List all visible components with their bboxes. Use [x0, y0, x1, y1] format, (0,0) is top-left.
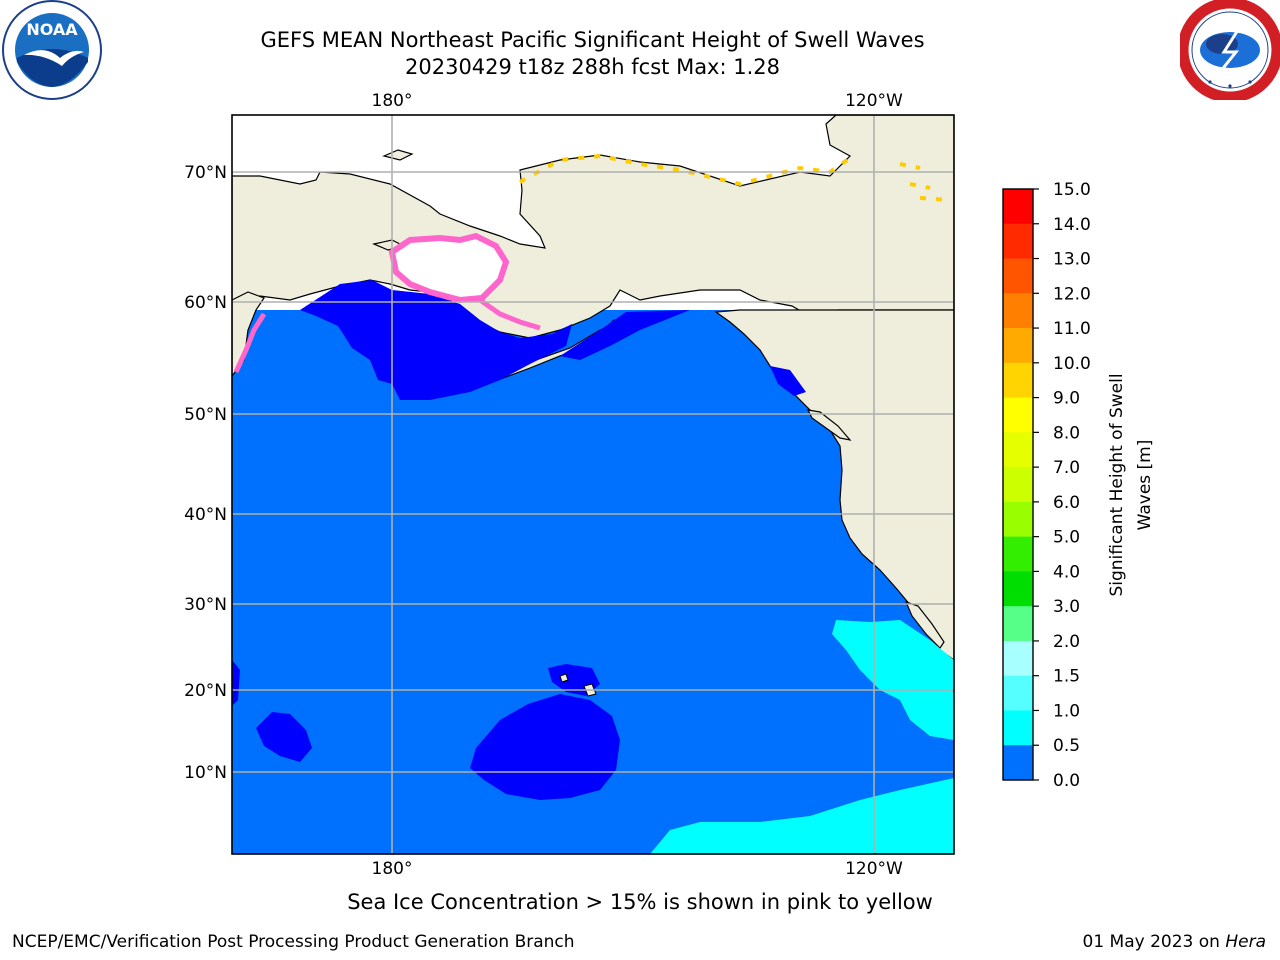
colorbar-band: [1003, 223, 1033, 260]
footer-host: Hera: [1225, 932, 1266, 952]
high-swell-east: [832, 620, 954, 740]
lat-label-30n: 30°N: [184, 595, 227, 615]
low-swell-gulf: [560, 310, 690, 360]
map-frame: [231, 114, 955, 855]
graticule: [232, 115, 954, 854]
lon-label-bottom-120w: 120°W: [845, 859, 903, 879]
footer-date: 01 May 2023 on Hera: [1083, 932, 1267, 952]
sea-ice-bristol: [478, 297, 541, 331]
colorbar-band: [1003, 293, 1033, 329]
low-swell-hawaii: [470, 694, 620, 800]
lon-label-top-120w: 120°W: [845, 91, 903, 111]
colorbar-tick-label: 0.0: [1053, 771, 1080, 791]
colorbar-label-line2: Waves [m]: [1135, 440, 1155, 531]
colorbar-band: [1003, 328, 1033, 364]
colorbar-tick-label: 13.0: [1053, 250, 1091, 270]
colorbar-band: [1003, 258, 1033, 294]
wrangel-island: [382, 149, 414, 161]
colorbar-band: [1003, 536, 1033, 572]
lat-label-70n: 70°N: [184, 163, 227, 183]
low-swell-west: [256, 712, 312, 762]
colorbar-tick-label: 3.0: [1053, 597, 1080, 617]
sea-ice-kamchatka: [233, 312, 267, 374]
colorbar: 15.0 14.0 13.0 12.0 11.0 10.0 9.0 8.0 7.0 6.0 5.0 4…: [1002, 180, 1091, 791]
nws-logo-icon: [1180, 0, 1280, 100]
colorbar-tick-label: 8.0: [1053, 423, 1080, 443]
colorbar-frame: [1002, 188, 1034, 781]
sea-ice-norton-sound: [388, 232, 510, 304]
low-swell-west-edge: [232, 660, 240, 706]
lat-label-20n: 20°N: [184, 681, 227, 701]
colorbar-band: [1003, 640, 1033, 677]
colorbar-band: [1003, 501, 1033, 538]
baja-california: [904, 601, 945, 649]
colorbar-tick-label: 6.0: [1053, 493, 1080, 513]
colorbar-band: [1003, 362, 1033, 399]
colorbar-tick-label: 1.5: [1053, 667, 1080, 687]
colorbar-tick-label: 0.5: [1053, 736, 1080, 756]
footer-date-text: 01 May 2023 on: [1082, 932, 1226, 952]
colorbar-band: [1003, 189, 1033, 225]
colorbar-band: [1003, 397, 1033, 433]
colorbar-tick-label: 10.0: [1053, 354, 1091, 374]
colorbar-tick-label: 5.0: [1053, 528, 1080, 548]
low-swell-bering: [300, 280, 572, 400]
lat-label-50n: 50°N: [184, 405, 227, 425]
noaa-logo-icon: NOAA: [2, 0, 102, 100]
low-swell-coast: [770, 366, 806, 396]
colorbar-band: [1003, 432, 1033, 468]
lon-label-top-180: 180°: [372, 91, 413, 111]
noaa-logo-text: NOAA: [26, 20, 78, 39]
colorbar-tick-label: 11.0: [1053, 319, 1091, 339]
colorbar-tick-label: 2.0: [1053, 632, 1080, 652]
colorbar-band: [1003, 467, 1033, 503]
footer-credit: NCEP/EMC/Verification Post Processing Pr…: [12, 932, 575, 952]
lat-label-60n: 60°N: [184, 293, 227, 313]
colorbar-tick-label: 4.0: [1053, 562, 1080, 582]
colorbar-band: [1003, 745, 1033, 781]
colorbar-tick-label: 15.0: [1053, 180, 1091, 200]
lon-label-bottom-180: 180°: [372, 859, 413, 879]
colorbar-tick-label: 12.0: [1053, 284, 1091, 304]
chart-title-line2: 20230429 t18z 288h fcst Max: 1.28: [405, 55, 780, 79]
high-swell-south: [650, 778, 954, 854]
chart-title-line1: GEFS MEAN Northeast Pacific Significant …: [260, 28, 925, 52]
colorbar-band: [1003, 710, 1033, 746]
colorbar-band: [1003, 571, 1033, 607]
land-mass-nw: [232, 291, 265, 377]
colorbar-tick-label: 14.0: [1053, 215, 1091, 235]
colorbar-tick-label: 7.0: [1053, 458, 1080, 478]
sea-ice-caption: Sea Ice Concentration > 15% is shown in …: [347, 890, 933, 914]
map-area: [232, 115, 954, 854]
colorbar-tick-label: 1.0: [1053, 701, 1080, 721]
colorbar-band: [1003, 606, 1033, 642]
colorbar-tick-label: 9.0: [1053, 389, 1080, 409]
lat-label-40n: 40°N: [184, 505, 227, 525]
colorbar-band: [1003, 675, 1033, 711]
lat-label-10n: 10°N: [184, 763, 227, 783]
colorbar-label-line1: Significant Height of Swell: [1107, 373, 1127, 596]
